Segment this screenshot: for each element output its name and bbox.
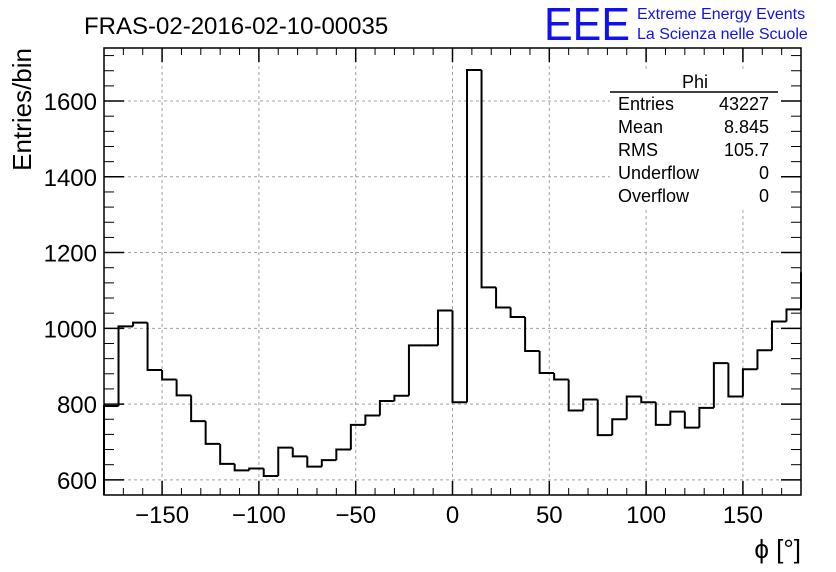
histogram-bin-37 — [640, 396, 656, 404]
histogram-bin-9 — [233, 463, 250, 472]
histogram-bin-38 — [654, 402, 671, 426]
histogram-bin-17 — [349, 423, 366, 450]
histogram-bin-2 — [132, 321, 148, 327]
histogram-bin-35 — [611, 418, 627, 436]
x-tick-label-4: 50 — [536, 502, 563, 529]
x-axis-title: ϕ [°] — [754, 534, 801, 564]
histogram-bin-19 — [378, 400, 395, 416]
stats-row-label-0: Entries — [618, 94, 674, 114]
y-tick-label-4: 1400 — [44, 165, 97, 192]
x-tick-label-0: −150 — [135, 502, 189, 529]
histogram-bin-32 — [567, 379, 584, 412]
x-tick-label-3: 0 — [446, 502, 459, 529]
histogram-bin-4 — [161, 369, 177, 381]
y-tick-label-2: 1000 — [44, 316, 97, 343]
stats-box-title: Phi — [682, 72, 708, 92]
histogram-bin-18 — [364, 414, 380, 425]
stats-row-value-2: 105.7 — [724, 140, 769, 160]
histogram-bin-5 — [175, 379, 192, 397]
histogram-bin-33 — [582, 398, 598, 411]
histogram-bin-16 — [335, 448, 351, 461]
histogram-bin-14 — [306, 456, 322, 468]
histogram-bin-30 — [538, 351, 555, 375]
histogram-bin-11 — [262, 468, 279, 478]
stats-row-value-0: 43227 — [719, 94, 769, 114]
histogram-bin-28 — [509, 307, 526, 318]
histogram-bin-39 — [669, 410, 685, 425]
stats-row-value-1: 8.845 — [724, 117, 769, 137]
histogram-bin-3 — [146, 322, 163, 371]
histogram-bin-47 — [785, 308, 801, 322]
histogram-bin-44 — [741, 368, 758, 397]
histogram-bin-15 — [320, 459, 337, 467]
histogram-bin-29 — [524, 316, 540, 353]
eee-logo: EEE Extreme Energy Events La Scienza nel… — [544, 0, 808, 50]
histogram-bin-26 — [480, 69, 497, 289]
histogram-bin-31 — [553, 373, 569, 381]
histogram-bin-20 — [393, 394, 409, 402]
y-tick-label-5: 1600 — [44, 89, 97, 116]
y-tick-label-3: 1200 — [44, 241, 97, 268]
chart-title: FRAS-02-2016-02-10-00035 — [84, 13, 388, 40]
logo-line1: Extreme Energy Events — [637, 6, 805, 23]
histogram-bin-27 — [495, 287, 511, 309]
histogram-bin-25 — [466, 68, 482, 403]
stats-row-label-1: Mean — [618, 117, 663, 137]
histogram-bin-46 — [770, 320, 787, 351]
histogram-bin-6 — [190, 395, 206, 423]
histogram-bin-41 — [698, 406, 714, 428]
x-tick-label-6: 150 — [723, 502, 763, 529]
y-tick-label-0: 600 — [57, 468, 97, 495]
histogram-bin-1 — [117, 325, 134, 406]
histogram-bin-36 — [625, 395, 642, 420]
x-tick-labels: −150 −100 −50 0 50 100 150 — [135, 502, 763, 529]
histogram-bin-43 — [727, 363, 743, 398]
stats-row-label-2: RMS — [618, 140, 658, 160]
histogram-bin-34 — [596, 399, 613, 437]
histogram-bin-23 — [436, 309, 453, 346]
histogram-bin-40 — [683, 411, 700, 429]
axis-ticks — [103, 48, 802, 496]
stats-box-background — [610, 70, 780, 210]
histogram-bin-8 — [219, 443, 235, 465]
y-tick-label-1: 800 — [57, 392, 97, 419]
histogram-bin-13 — [291, 447, 308, 458]
logo-line2: La Scienza nelle Scuole — [637, 26, 808, 43]
stats-row-label-3: Underflow — [618, 163, 700, 183]
stats-row-label-4: Overflow — [618, 186, 690, 206]
stats-rows: Entries 43227 Mean 8.845 RMS 105.7 Underflow 0 O… — [618, 94, 769, 206]
histogram-bin-7 — [204, 421, 221, 445]
x-tick-label-1: −100 — [232, 502, 286, 529]
histogram-bin-10 — [248, 467, 264, 471]
histogram-bin-45 — [756, 349, 772, 370]
y-tick-labels: 600 800 1000 1200 1400 1600 — [44, 89, 97, 495]
histogram-bin-42 — [712, 362, 729, 408]
histogram-bin-21 — [407, 344, 424, 396]
x-tick-label-5: 100 — [626, 502, 666, 529]
stats-box: Phi Entries 43227 Mean 8.845 RMS 105.7 Underfl… — [610, 70, 780, 210]
histogram-bin-24 — [451, 310, 468, 404]
y-axis-title: Entries/bin — [7, 48, 37, 171]
stats-row-value-4: 0 — [759, 186, 769, 206]
histogram-bin-12 — [277, 446, 293, 477]
stats-row-value-3: 0 — [759, 163, 769, 183]
logo-mark: EEE — [544, 0, 630, 50]
x-tick-label-2: −50 — [335, 502, 376, 529]
